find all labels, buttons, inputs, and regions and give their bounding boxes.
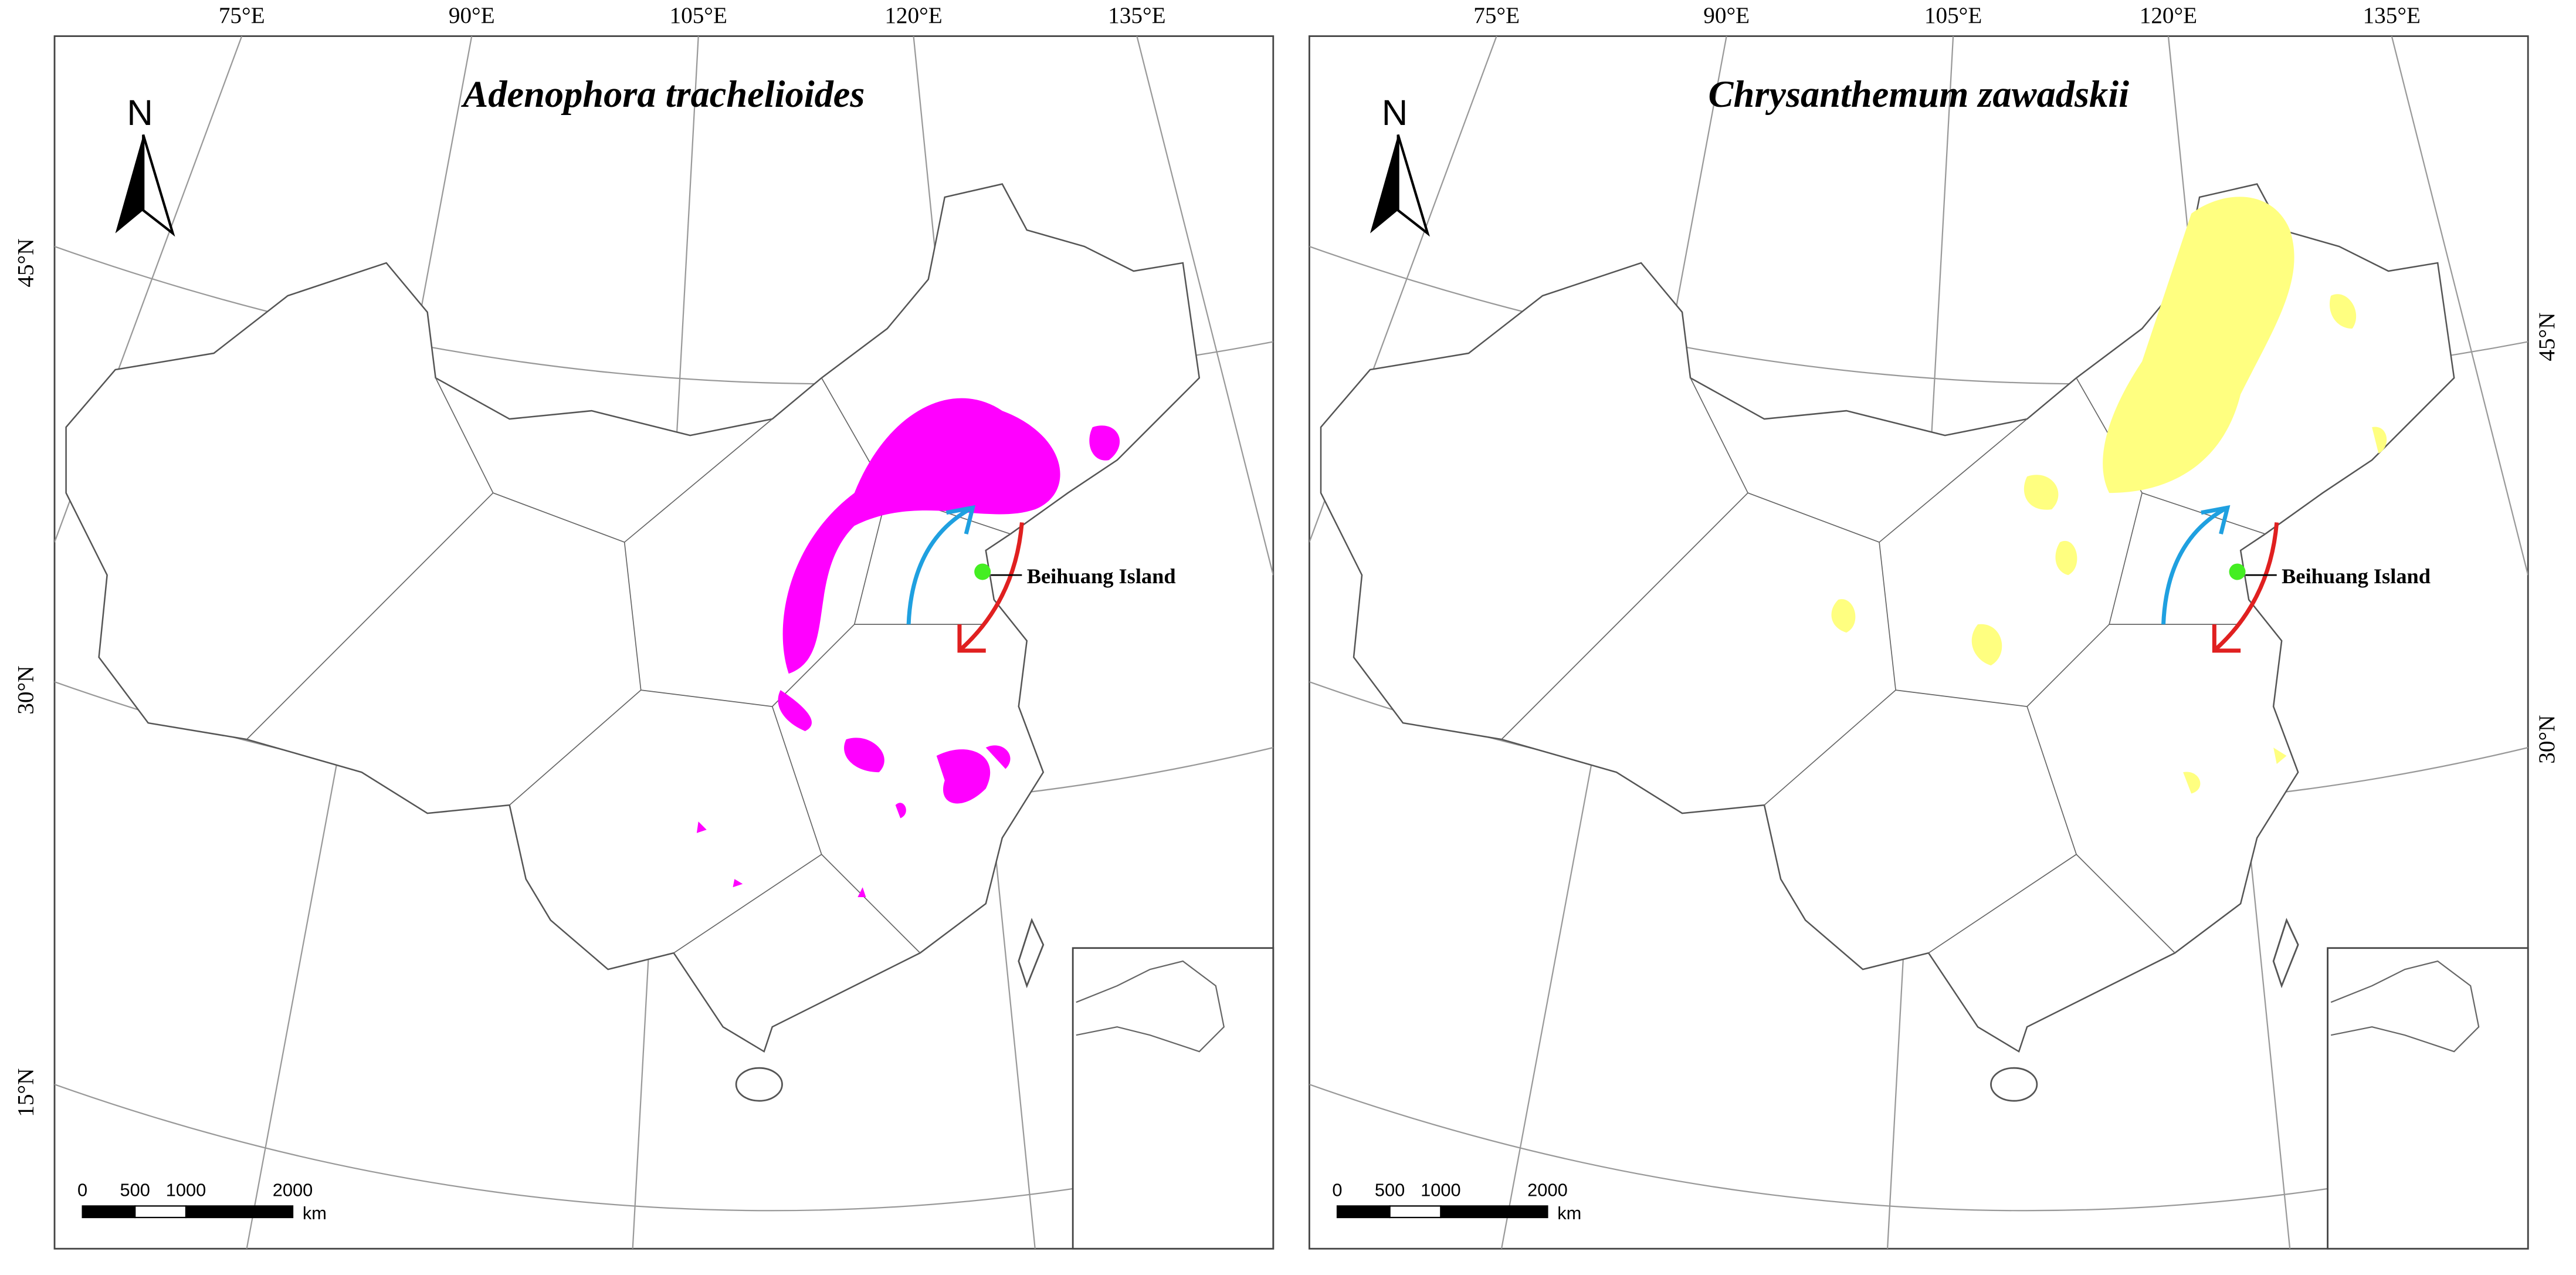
- graticule-line: [2391, 36, 2528, 576]
- latitude-label: 15°N: [13, 1068, 39, 1117]
- scale-unit: km: [303, 1203, 327, 1223]
- inset-frame: [2327, 947, 2529, 1250]
- longitude-label: 105°E: [670, 3, 727, 28]
- distribution-area: [778, 690, 812, 732]
- scale-label: 1000: [1421, 1180, 1461, 1200]
- longitude-label: 120°E: [884, 3, 942, 28]
- north-label: N: [1382, 93, 1408, 133]
- scale-label: 2000: [1527, 1180, 1568, 1200]
- map-title: Adenophora trachelioides: [460, 73, 865, 115]
- scale-label: 1000: [166, 1180, 206, 1200]
- longitude-label: 120°E: [2140, 3, 2197, 28]
- distribution-area: [1831, 599, 1856, 633]
- inset-coast: [1076, 960, 1225, 1053]
- distribution-area: [857, 887, 866, 897]
- distribution-area: [2183, 772, 2201, 794]
- map-panel: 75°E 90°E 105°E 120°E 135°E 45°N 30°N 15°N Adeno…: [13, 3, 1275, 1250]
- distribution-area: [696, 821, 707, 833]
- north-arrow: [1397, 134, 1430, 237]
- island-label: Beihuang Island: [2282, 564, 2431, 588]
- distribution-area: [2273, 748, 2287, 765]
- latitude-label: 30°N: [13, 666, 39, 715]
- map-panel: 75°E 90°E 105°E 120°E 135°E 45°N 30°N Chrysanth…: [1309, 3, 2560, 1250]
- scale-bar: [185, 1205, 294, 1219]
- scale-label: 0: [1332, 1180, 1342, 1200]
- scale-bar: [82, 1205, 136, 1219]
- distribution-area: [733, 879, 743, 888]
- arrow-head: [945, 505, 976, 535]
- province-border: [1928, 854, 2077, 953]
- island-label: Beihuang Island: [1027, 564, 1176, 588]
- migration-arrow: [2161, 508, 2225, 625]
- distribution-area: [1089, 425, 1120, 461]
- longitude-label: 135°E: [1108, 3, 1165, 28]
- migration-arrow: [960, 522, 1024, 651]
- distribution-area: [936, 749, 991, 804]
- latitude-label: 45°N: [13, 238, 39, 287]
- province-border: [246, 492, 494, 740]
- province-border: [673, 854, 822, 953]
- scale-label: 2000: [273, 1180, 313, 1200]
- island-marker: [2229, 563, 2246, 580]
- latitude-label: 30°N: [2534, 715, 2560, 764]
- distribution-area: [985, 745, 1011, 769]
- scale-bar: [1440, 1205, 1548, 1219]
- distribution-area: [2103, 197, 2294, 493]
- map-content: [1309, 36, 2528, 1249]
- province-border: [772, 377, 888, 707]
- province-border: [640, 689, 921, 953]
- scale-label: 500: [1375, 1180, 1405, 1200]
- longitude-label: 75°E: [219, 3, 265, 28]
- distribution-area: [2329, 294, 2357, 329]
- province-border: [435, 377, 773, 543]
- scale-bar: [1389, 1205, 1442, 1219]
- scale-label: 0: [77, 1180, 87, 1200]
- taiwan: [2272, 918, 2299, 989]
- north-label: N: [127, 93, 152, 133]
- north-arrow: [142, 134, 175, 237]
- longitude-label: 135°E: [2363, 3, 2421, 28]
- inset-frame: [1072, 947, 1275, 1250]
- province-border: [1501, 492, 1748, 740]
- arrow-head: [957, 624, 986, 653]
- longitude-label: 90°E: [1703, 3, 1750, 28]
- distribution-area: [2372, 427, 2387, 454]
- migration-arrow: [906, 508, 971, 625]
- migration-arrow: [2214, 522, 2279, 651]
- map-content: [55, 36, 1273, 1249]
- latitude-label: 45°N: [2534, 312, 2560, 361]
- scale-bar: [1336, 1205, 1391, 1219]
- distribution-area: [2055, 540, 2077, 576]
- map-title: Chrysanthemum zawadskii: [1709, 73, 2130, 115]
- arrow-head: [2201, 505, 2231, 535]
- distribution-area: [895, 803, 906, 819]
- scale-bar: [134, 1205, 187, 1219]
- distribution-area: [1971, 624, 2002, 666]
- taiwan: [1018, 918, 1045, 989]
- longitude-label: 105°E: [1924, 3, 1982, 28]
- distribution-area: [844, 738, 884, 773]
- scale-label: 500: [120, 1180, 150, 1200]
- hainan: [735, 1067, 783, 1102]
- inset-coast: [2330, 960, 2480, 1053]
- scale-unit: km: [1557, 1203, 1581, 1223]
- distribution-area: [2023, 475, 2059, 510]
- province-border: [1895, 689, 2175, 953]
- distribution-area: [782, 398, 1060, 674]
- arrow-head: [2212, 624, 2241, 653]
- longitude-label: 90°E: [449, 3, 495, 28]
- province-border: [1690, 377, 2028, 543]
- graticule-line: [1136, 36, 1273, 576]
- island-marker: [974, 563, 991, 580]
- longitude-label: 75°E: [1473, 3, 1520, 28]
- hainan: [1990, 1067, 2038, 1102]
